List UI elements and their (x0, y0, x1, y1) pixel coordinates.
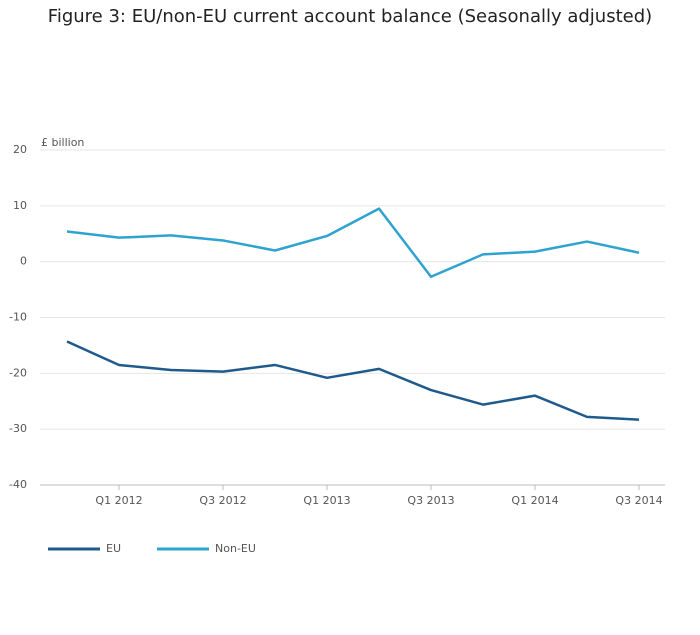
x-tick-label: Q3 2014 (615, 494, 662, 507)
y-tick-label: -20 (9, 366, 27, 379)
y-tick-label: 10 (13, 199, 27, 212)
line-series (66, 340, 640, 421)
x-tick-label: Q3 2013 (407, 494, 454, 507)
y-tick-label: 0 (20, 255, 27, 268)
legend-label: Non-EU (215, 542, 256, 555)
y-tick-label: -30 (9, 422, 27, 435)
y-tick-label: -40 (9, 478, 27, 491)
x-tick-label: Q1 2013 (303, 494, 350, 507)
x-tick-label: Q1 2012 (95, 494, 142, 507)
y-tick-label: -10 (9, 311, 27, 324)
y-tick-label: 20 (13, 143, 27, 156)
chart-title: Figure 3: EU/non-EU current account bala… (48, 6, 652, 27)
x-tick-label: Q1 2014 (511, 494, 558, 507)
y-axis-label: £ billion (41, 136, 84, 149)
legend-label: EU (106, 542, 121, 555)
line-series (66, 207, 640, 278)
x-tick-label: Q3 2012 (199, 494, 246, 507)
